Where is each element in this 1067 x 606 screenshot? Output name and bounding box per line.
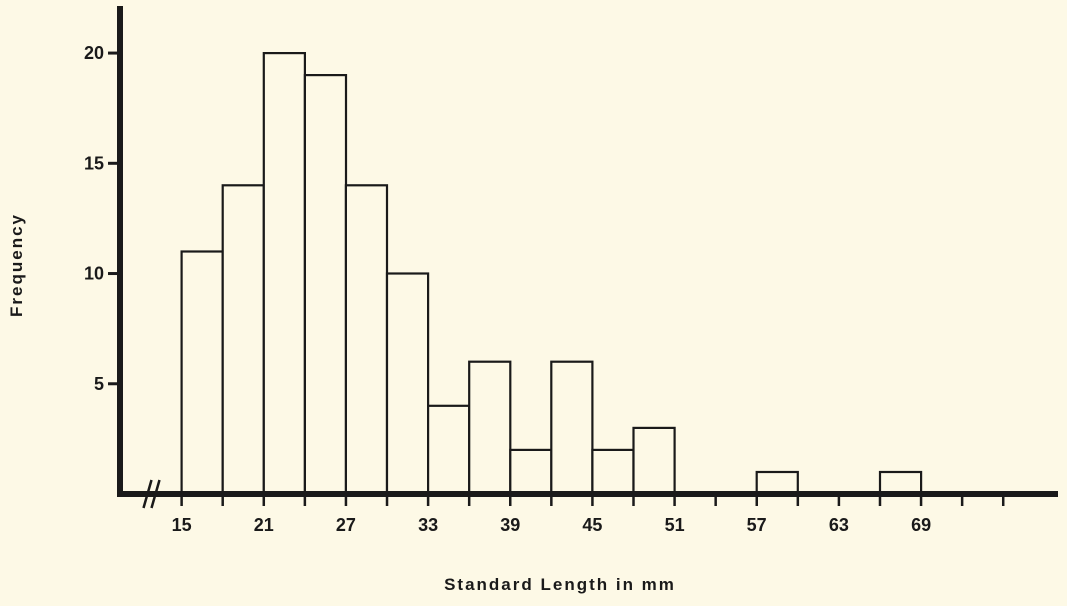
y-tick-label: 20 [84, 43, 104, 63]
histogram-bar [878, 470, 923, 496]
histogram-bar [180, 250, 224, 496]
histogram-bar [385, 272, 430, 496]
y-tick-label: 5 [94, 374, 104, 394]
histogram-bar [427, 404, 471, 496]
histogram-bar [755, 470, 799, 496]
y-axis-title: Frequency [7, 213, 26, 317]
x-tick-label: 57 [747, 515, 767, 535]
axes-layer [108, 6, 1058, 509]
y-tick-label: 10 [84, 264, 104, 284]
x-tick-label: 33 [418, 515, 438, 535]
x-tick-label: 45 [582, 515, 602, 535]
y-tick-label: 15 [84, 153, 104, 173]
axis-break-mark [150, 479, 161, 509]
x-tick-label: 21 [254, 515, 274, 535]
labels-layer: 5 10 15 20 15 21 27 33 39 45 51 57 63 69 [84, 43, 931, 535]
histogram-bar [550, 360, 594, 496]
histogram-bar [221, 184, 265, 496]
x-tick-label: 51 [665, 515, 685, 535]
bars-layer [180, 51, 923, 496]
x-tick-label: 63 [829, 515, 849, 535]
x-tick-label: 69 [911, 515, 931, 535]
histogram-bar [468, 360, 512, 496]
x-tick-label: 27 [336, 515, 356, 535]
x-tick-label: 39 [500, 515, 520, 535]
x-axis-title: Standard Length in mm [444, 575, 676, 594]
histogram-bar [591, 448, 635, 496]
histogram-bar [509, 448, 553, 496]
histogram-bar [344, 184, 389, 496]
x-tick-label: 15 [172, 515, 192, 535]
histogram-bar [262, 51, 306, 496]
histogram-bar [632, 426, 676, 496]
axis-break-mark [142, 479, 153, 509]
histogram-bar [303, 73, 348, 496]
